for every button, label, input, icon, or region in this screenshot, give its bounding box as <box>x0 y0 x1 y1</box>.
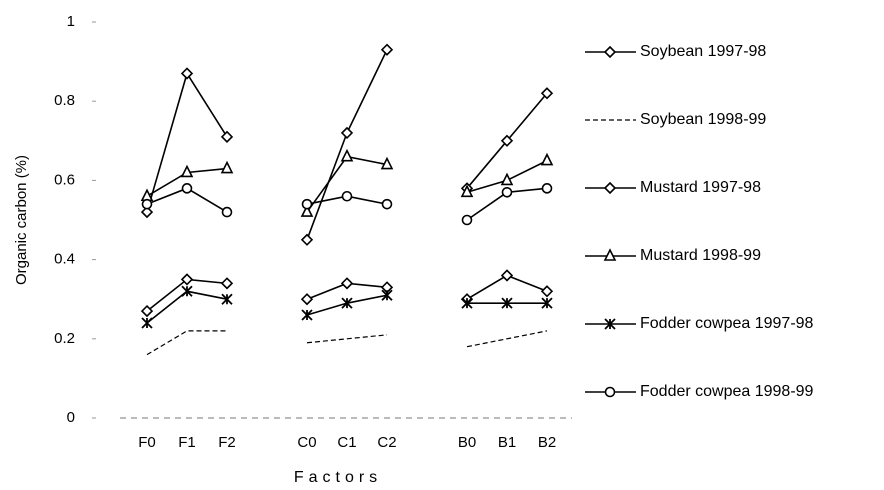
marker <box>604 318 616 330</box>
x-axis-label: Factors <box>294 469 382 486</box>
marker <box>300 204 314 217</box>
marker <box>603 45 617 59</box>
legend-label: Mustard 1997-98 <box>640 179 761 196</box>
x-tick-label: C1 <box>337 434 356 451</box>
marker <box>140 205 154 219</box>
x-tick-label: F2 <box>218 434 236 451</box>
marker <box>500 269 514 282</box>
marker <box>540 152 554 166</box>
marker <box>340 126 354 140</box>
marker <box>221 293 233 305</box>
x-tick-label: F1 <box>178 434 196 451</box>
marker <box>300 233 314 246</box>
x-tick-label: B2 <box>538 434 556 451</box>
marker <box>301 309 313 321</box>
x-tick-label: C2 <box>377 434 396 451</box>
marker <box>140 304 154 318</box>
marker <box>500 134 514 147</box>
marker <box>461 214 473 226</box>
y-tick-label: 0.6 <box>54 171 75 188</box>
y-axis-label: Organic carbon (%) <box>13 155 30 285</box>
marker <box>141 198 153 210</box>
marker <box>220 277 234 290</box>
marker <box>340 277 354 290</box>
x-tick-label: B0 <box>458 434 476 451</box>
marker <box>603 181 617 195</box>
marker <box>220 160 234 174</box>
marker <box>603 248 617 261</box>
marker <box>501 186 513 198</box>
marker <box>341 190 353 202</box>
legend-label: Mustard 1998-99 <box>640 247 761 264</box>
y-tick-label: 1 <box>67 13 75 30</box>
marker <box>501 297 513 309</box>
x-tick-label: C0 <box>297 434 316 451</box>
legend-label: Fodder cowpea 1997-98 <box>640 315 814 332</box>
marker <box>140 188 154 202</box>
y-tick-label: 0.4 <box>54 251 75 268</box>
marker <box>461 297 473 309</box>
marker <box>300 293 314 306</box>
y-tick-label: 0.8 <box>54 92 75 109</box>
marker <box>180 164 194 178</box>
marker <box>340 148 354 162</box>
marker <box>220 130 234 143</box>
marker <box>541 183 553 194</box>
marker <box>460 184 474 198</box>
marker <box>221 206 233 218</box>
marker <box>180 273 194 286</box>
marker <box>604 386 616 398</box>
marker <box>341 297 353 309</box>
legend-label: Fodder cowpea 1998-99 <box>640 383 814 400</box>
marker <box>301 198 313 210</box>
y-tick-label: 0 <box>67 409 75 426</box>
marker <box>181 285 193 297</box>
x-tick-label: B1 <box>498 434 516 451</box>
marker <box>500 172 514 186</box>
marker <box>380 156 394 170</box>
series-line <box>146 49 548 241</box>
legend-label: Soybean 1998-99 <box>640 111 766 128</box>
legend-label: Soybean 1997-98 <box>640 43 766 60</box>
series-line <box>146 330 548 356</box>
marker <box>181 183 193 194</box>
x-tick-label: F0 <box>138 434 156 451</box>
marker <box>180 67 194 80</box>
marker <box>141 317 153 329</box>
marker <box>381 198 393 210</box>
marker <box>541 297 553 309</box>
marker <box>540 87 554 100</box>
marker <box>380 43 394 56</box>
marker <box>381 289 393 301</box>
y-tick-label: 0.2 <box>54 330 75 347</box>
marker <box>540 285 554 298</box>
